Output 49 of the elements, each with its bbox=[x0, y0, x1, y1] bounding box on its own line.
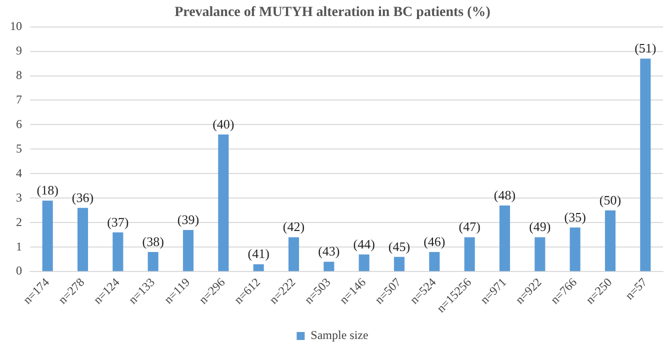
annotation: (41) bbox=[248, 246, 270, 262]
annotation: (37) bbox=[107, 214, 129, 230]
annotation: (36) bbox=[72, 190, 94, 205]
chart-title: Prevalance of MUTYH alteration in BC patients (%) bbox=[174, 5, 491, 20]
bar bbox=[77, 208, 88, 272]
bar bbox=[570, 228, 580, 272]
bar bbox=[358, 254, 370, 272]
y-tick-label: 1 bbox=[16, 239, 22, 254]
y-tick-label: 2 bbox=[16, 214, 22, 229]
annotation: (46) bbox=[424, 234, 446, 249]
annotation: (48) bbox=[494, 187, 516, 202]
annotation: (44) bbox=[353, 236, 375, 252]
bar bbox=[218, 134, 229, 272]
bar bbox=[253, 264, 264, 272]
annotation: (45) bbox=[388, 238, 410, 254]
legend-label: Sample size bbox=[310, 328, 368, 342]
bar bbox=[148, 252, 158, 272]
bar bbox=[394, 256, 405, 272]
annotation: (42) bbox=[282, 219, 305, 234]
annotation: (38) bbox=[142, 234, 164, 249]
annotation: (51) bbox=[634, 40, 656, 56]
y-tick-label: 9 bbox=[16, 43, 22, 58]
y-tick-label: 6 bbox=[16, 116, 22, 131]
bar bbox=[464, 237, 475, 272]
bar bbox=[112, 232, 124, 272]
bar bbox=[499, 205, 510, 272]
annotation: (18) bbox=[36, 182, 58, 198]
bar bbox=[534, 237, 546, 272]
annotation: (47) bbox=[458, 219, 480, 234]
bar bbox=[604, 210, 616, 272]
bar bbox=[288, 237, 300, 272]
y-tick-label: 5 bbox=[16, 141, 22, 156]
annotation: (35) bbox=[564, 209, 586, 224]
bar bbox=[324, 262, 334, 272]
annotation: (49) bbox=[529, 219, 551, 234]
y-tick-label: 10 bbox=[10, 18, 22, 33]
bar bbox=[182, 230, 194, 272]
bar bbox=[640, 58, 651, 272]
y-tick-label: 7 bbox=[16, 92, 22, 106]
annotation: (39) bbox=[177, 212, 200, 227]
bar bbox=[42, 200, 53, 272]
bar bbox=[429, 252, 440, 272]
annotation: (43) bbox=[318, 244, 340, 259]
annotation: (40) bbox=[212, 116, 234, 132]
y-tick-label: 8 bbox=[16, 68, 22, 82]
annotation: (50) bbox=[599, 192, 622, 208]
y-tick-label: 3 bbox=[16, 190, 22, 204]
y-tick-label: 4 bbox=[16, 166, 22, 180]
y-tick-label: 0 bbox=[16, 264, 22, 278]
